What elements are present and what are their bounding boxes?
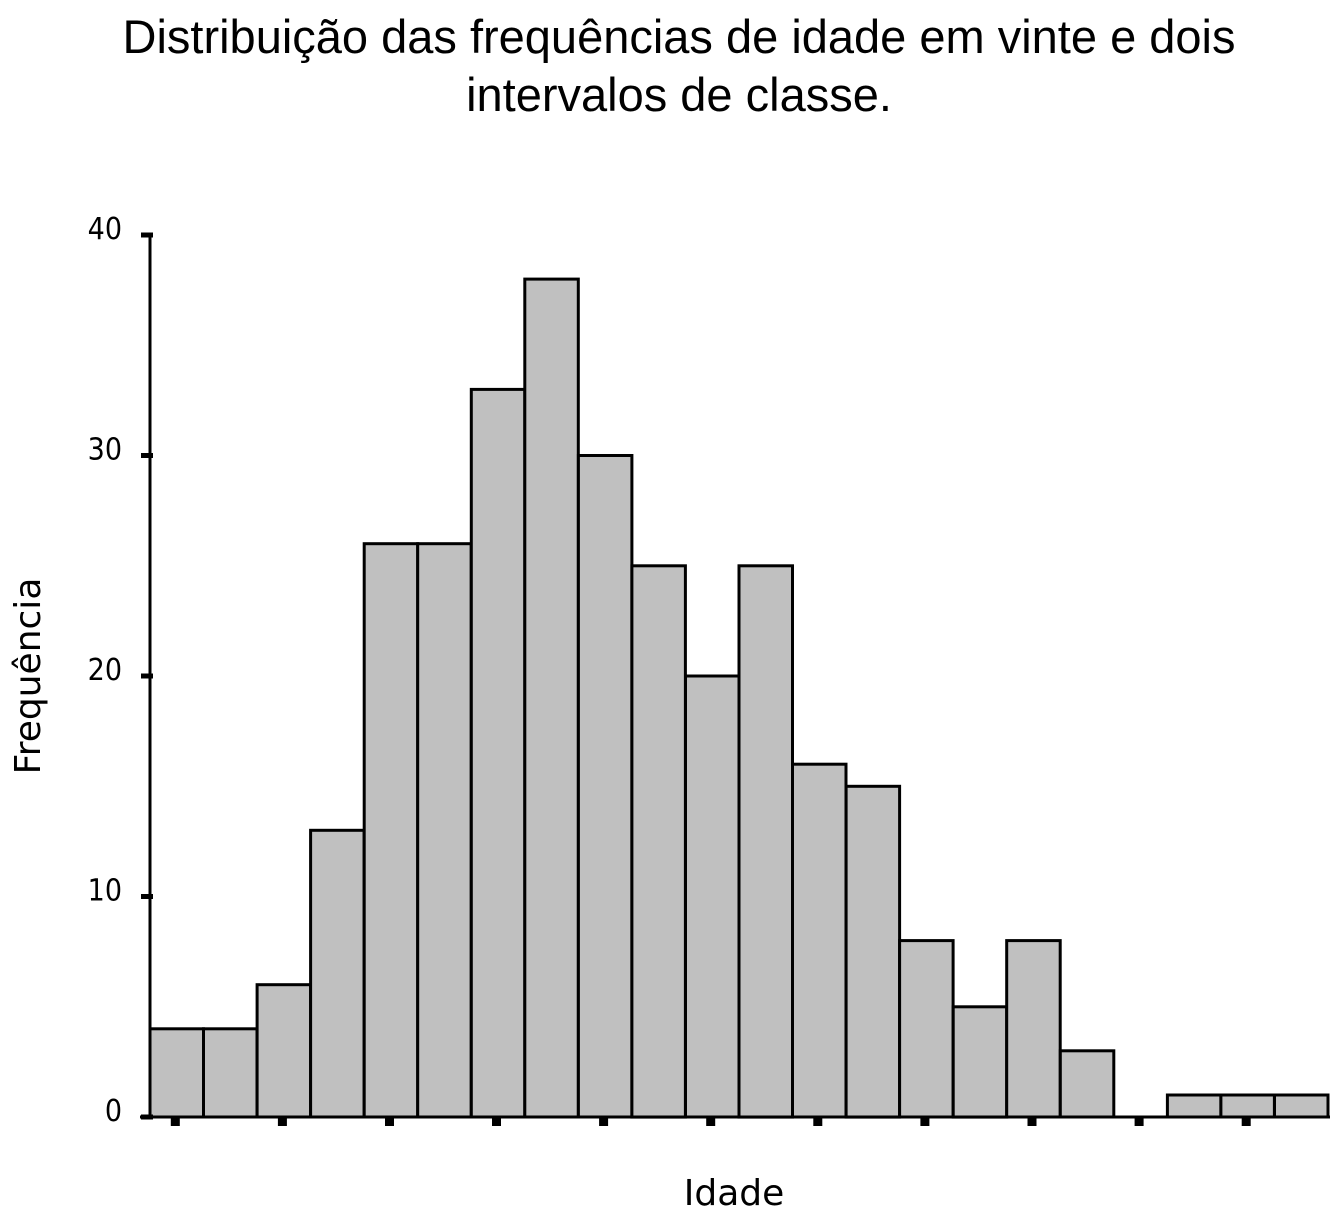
x-tick-mark (492, 1118, 501, 1126)
y-tick-label: 0 (105, 1094, 122, 1129)
bar-20 (1165, 1093, 1223, 1119)
bar-15 (898, 939, 955, 1119)
y-axis-title: Frequência (8, 578, 49, 775)
bar-22 (1273, 1093, 1330, 1119)
bars-group (148, 277, 1330, 1119)
y-tick-label: 30 (88, 433, 122, 468)
x-tick-mark (1134, 1118, 1144, 1126)
chart-title: Distribuição das frequências de idade em… (122, 10, 1236, 121)
x-tick-mark (385, 1118, 394, 1126)
x-tick-mark (706, 1118, 716, 1126)
bar-12 (737, 564, 794, 1119)
bar-14 (844, 784, 902, 1119)
bar-5 (362, 542, 420, 1119)
bar-9 (576, 454, 634, 1119)
y-tick-label: 40 (88, 212, 122, 247)
bar-2 (202, 1027, 259, 1119)
bar-11 (684, 674, 741, 1119)
bar-13 (791, 762, 848, 1119)
y-tick-label: 10 (88, 874, 122, 909)
x-axis-title: Idade (684, 1173, 785, 1211)
x-tick-mark (1241, 1118, 1251, 1126)
bar-7 (469, 387, 527, 1119)
x-ticks-group (170, 1118, 1251, 1126)
bar-1 (148, 1027, 205, 1119)
bar-10 (630, 564, 687, 1119)
x-tick-mark (1027, 1118, 1037, 1126)
x-tick-mark (813, 1118, 823, 1126)
x-tick-mark (170, 1118, 180, 1126)
x-tick-mark (599, 1118, 609, 1126)
x-tick-mark (920, 1118, 930, 1126)
bar-18 (1058, 1049, 1116, 1119)
bar-8 (523, 277, 580, 1119)
bar-3 (255, 983, 313, 1119)
bar-21 (1219, 1093, 1276, 1119)
y-tick-label: 20 (88, 653, 122, 688)
y-ticks-group: 0 10 20 30 40 (88, 212, 153, 1129)
bar-17 (1005, 939, 1062, 1119)
bar-6 (416, 542, 473, 1119)
bar-4 (309, 828, 366, 1119)
x-tick-mark (277, 1118, 287, 1126)
bar-16 (951, 1005, 1009, 1119)
